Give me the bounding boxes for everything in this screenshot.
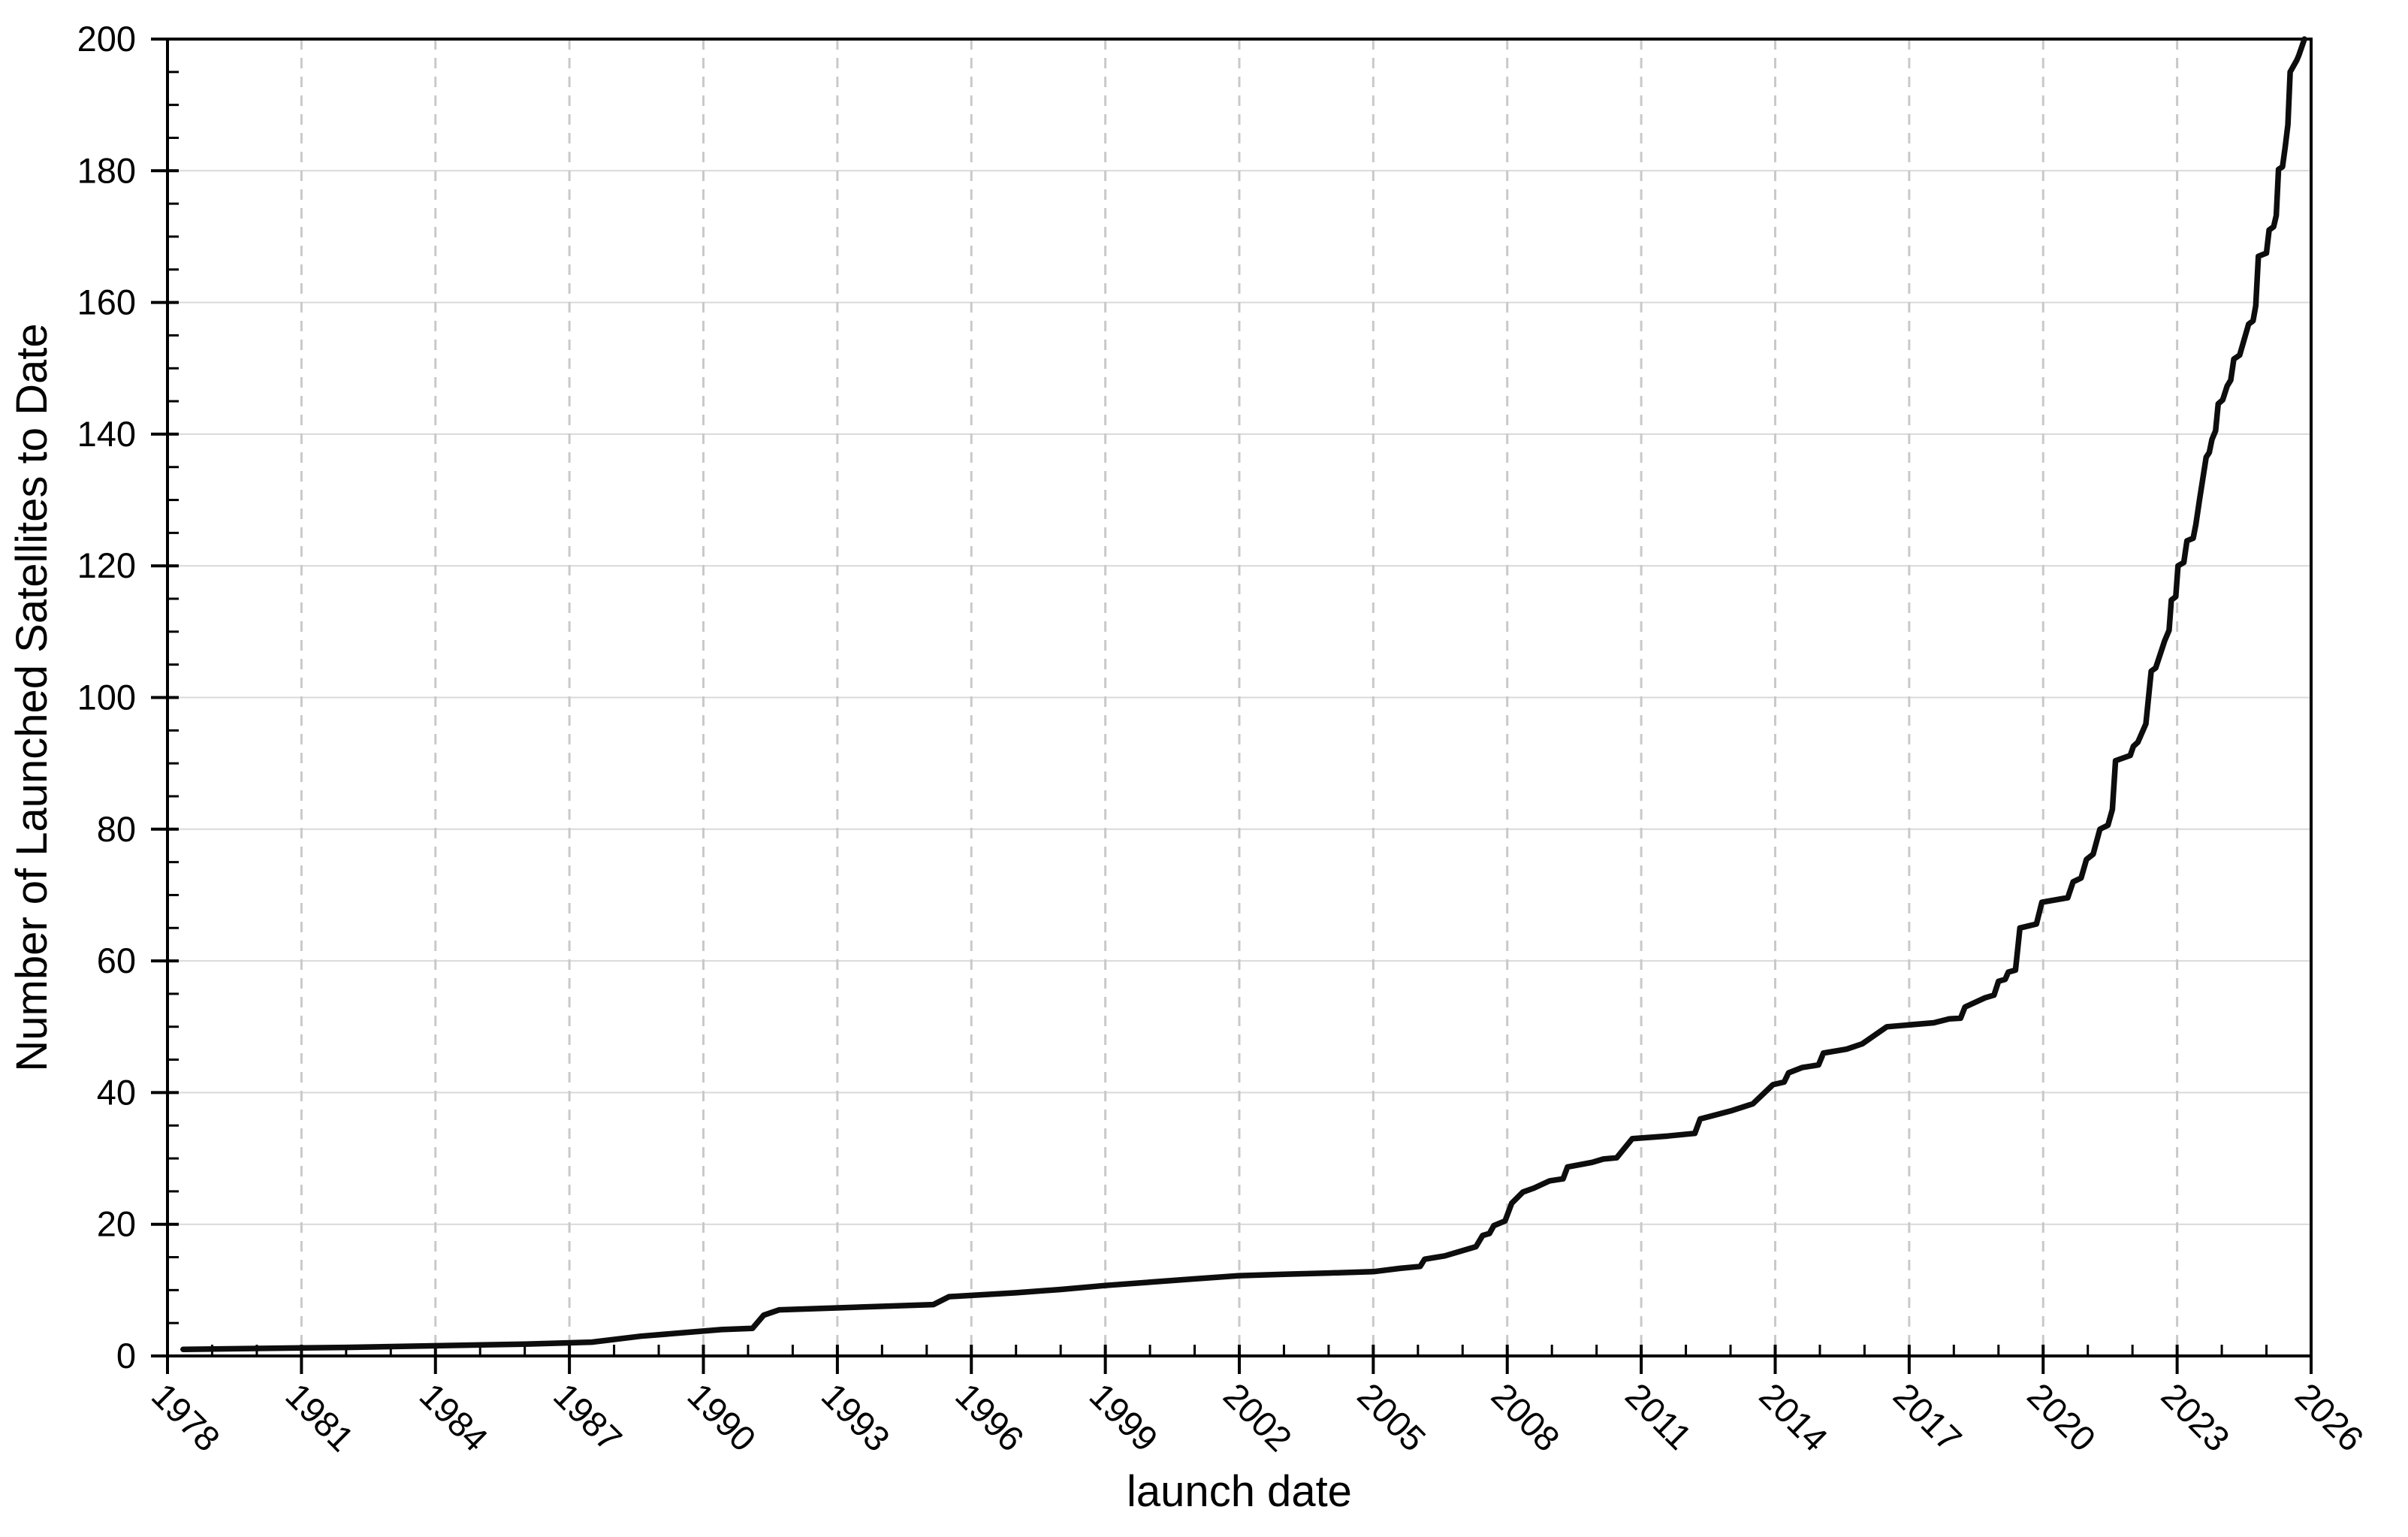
y-axis-tick-labels: 0 20 40 60 80 100 120 140 160 180 200: [77, 19, 136, 1375]
x-tick-label: 1993: [814, 1375, 898, 1459]
x-tick-label: 1978: [144, 1375, 228, 1459]
x-tick-label: 2020: [2020, 1375, 2103, 1459]
y-tick-label: 20: [97, 1204, 136, 1244]
data-line: [180, 36, 2307, 1352]
x-axis-tick-labels: 1978 1981 1984 1987 1990 1993 1996 1999 2002 2005…: [144, 1375, 2371, 1459]
x-tick-label: 2014: [1752, 1375, 1835, 1459]
y-tick-label: 40: [97, 1072, 136, 1112]
y-tick-label: 180: [77, 150, 136, 190]
y-tick-label: 80: [97, 809, 136, 849]
y-tick-label: 160: [77, 282, 136, 322]
x-axis-title: launch date: [1127, 1467, 1352, 1516]
vertical-gridlines: [300, 39, 2179, 1356]
y-tick-label: 140: [77, 414, 136, 454]
x-tick-label: 2023: [2154, 1375, 2238, 1459]
x-tick-label: 1990: [680, 1375, 763, 1459]
x-tick-label: 2017: [1886, 1375, 1969, 1459]
y-tick-label: 100: [77, 678, 136, 717]
y-tick-label: 60: [97, 941, 136, 980]
x-tick-label: 2005: [1350, 1375, 1433, 1459]
y-tick-label: 120: [77, 545, 136, 585]
axis-ticks: [151, 38, 2313, 1374]
x-tick-label: 1996: [948, 1375, 1031, 1459]
data-series: [180, 36, 2307, 1352]
x-tick-label: 2026: [2288, 1375, 2371, 1459]
y-tick-label: 0: [116, 1336, 136, 1375]
x-tick-label: 2002: [1216, 1375, 1299, 1459]
x-tick-label: 1981: [278, 1375, 361, 1459]
y-tick-label: 200: [77, 19, 136, 59]
y-axis-title: Number of Launched Satellites to Date: [8, 323, 56, 1071]
x-tick-label: 1987: [546, 1375, 629, 1459]
x-tick-label: 1999: [1082, 1375, 1166, 1459]
x-tick-label: 2008: [1484, 1375, 1568, 1459]
x-tick-label: 2011: [1618, 1375, 1700, 1457]
x-tick-label: 1984: [412, 1375, 496, 1459]
